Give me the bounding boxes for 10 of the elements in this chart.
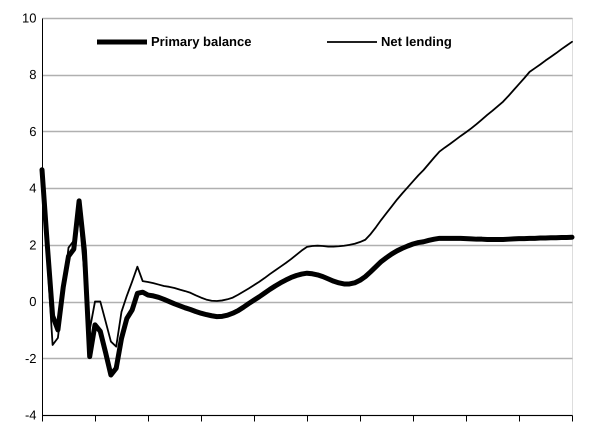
y-tick-label: -4 (24, 408, 36, 422)
y-tick-label: 4 (29, 180, 36, 196)
y-tick-label: 2 (29, 237, 36, 252)
y-tick-label: -2 (24, 350, 36, 366)
y-tick-label: 0 (29, 294, 36, 310)
y-tick-label: 8 (29, 67, 36, 82)
legend-label: Net lending (381, 34, 452, 49)
y-tick-label: 10 (22, 10, 36, 26)
y-tick-label: 6 (29, 124, 36, 139)
legend-label: Primary balance (151, 34, 252, 49)
